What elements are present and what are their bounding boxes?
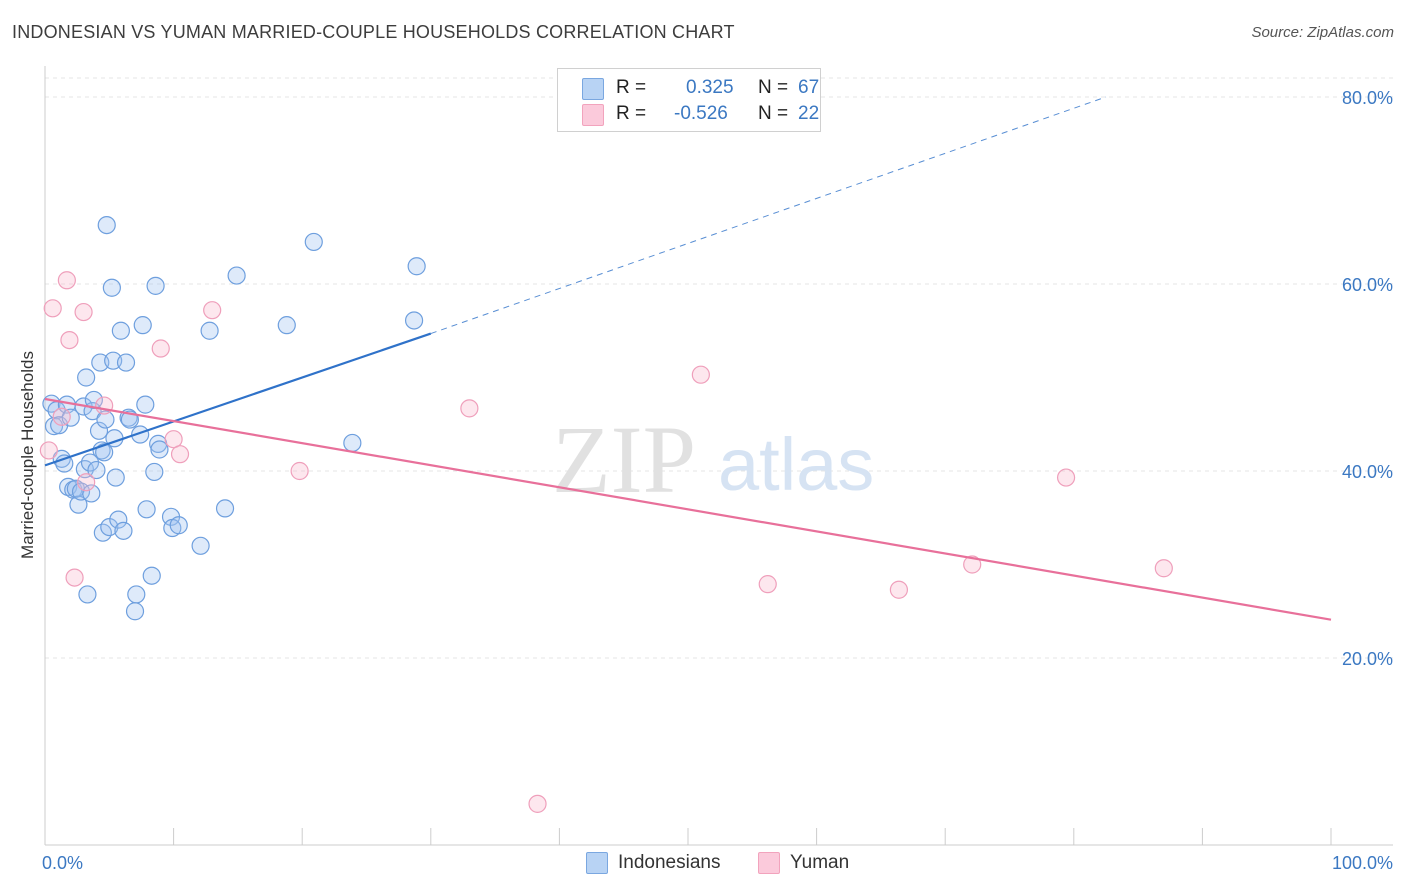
indonesians-point [80,453,100,472]
indonesians-trend-extension [430,96,1107,335]
y-tick-label: 20.0% [1342,649,1393,669]
indonesians-point [200,321,219,340]
indonesians-point [215,499,235,518]
yuman-point [164,430,183,449]
yuman-point [203,301,222,320]
indonesians-point [227,266,246,285]
yuman-point [460,399,479,418]
yuman-point [95,396,114,415]
indonesians-point [136,395,155,414]
yuman-point [691,365,710,384]
indonesians-point [44,417,64,436]
trend-lines [44,96,1332,621]
indonesians-point [97,215,116,235]
yuman-point [77,473,96,492]
y-tick-label: 40.0% [1342,462,1393,482]
indonesians-point [150,440,169,459]
yuman-point [39,441,58,460]
axes [44,66,1393,846]
x-tick-label-max: 100.0% [1332,853,1393,873]
yuman-point [889,580,909,599]
yuman-point [528,794,547,813]
legend-swatch-indonesians [582,78,604,100]
indonesians-point [343,433,362,453]
yuman-point [65,568,84,587]
indonesians-point [92,441,111,460]
indonesians-point [133,316,152,335]
legend-n-label: N = [758,103,789,124]
yuman-point [290,461,309,481]
indonesians-point [145,462,164,482]
watermark-atlas: atlas [718,423,874,506]
yuman-point [60,331,79,350]
yuman-point [52,407,71,426]
series-label-yuman: Yuman [790,852,850,873]
indonesians-point [116,353,136,372]
yuman-point [1056,468,1076,487]
yuman-point [1154,559,1173,578]
indonesians-point [109,510,128,529]
y-tick-label: 60.0% [1342,275,1393,295]
yuman-point [57,271,76,290]
yuman-point [963,555,982,574]
watermark-zip: ZIP [552,406,696,513]
indonesians-point [111,321,130,340]
indonesians-point [78,585,97,604]
indonesians-point [106,468,125,487]
yuman-point [74,302,93,322]
indonesians-point [95,443,114,462]
y-axis-label: Married-couple Households [18,351,37,559]
indonesians-point [89,421,109,440]
yuman-point [151,339,170,358]
indonesians-point [191,536,210,555]
indonesians-point [96,410,115,429]
indonesians-point [102,278,121,297]
legend-r-value-indonesians: 0.325 [686,77,734,98]
data-points [39,215,1173,813]
series-swatch-yuman [758,852,780,874]
indonesians-point [82,484,101,503]
indonesians-point [127,585,146,604]
indonesians-point [146,276,165,295]
indonesians-point [137,500,156,519]
legend-r-label: R = [616,103,647,124]
legend-swatch-yuman [582,104,604,126]
y-tick-label: 80.0% [1342,88,1393,108]
watermark: ZIP atlas [552,406,874,513]
indonesians-point [407,257,426,276]
indonesians-point [87,460,106,480]
legend-n-value-yuman: 22 [798,103,820,124]
yuman-point [758,575,777,594]
indonesians-trend-line [44,332,432,467]
indonesians-point [77,368,96,387]
chart-title: INDONESIAN VS YUMAN MARRIED-COUPLE HOUSE… [12,22,735,42]
tick-labels: 20.0% 40.0% 60.0% 80.0% 0.0% 100.0% [42,88,1393,873]
source-credit: Source: ZipAtlas.com [1251,24,1394,41]
series-swatch-indonesians [586,852,608,874]
legend-n-label: N = [758,77,789,98]
legend-r-label: R = [616,77,647,98]
yuman-point [170,445,190,464]
gridlines [45,77,1393,659]
indonesians-point [125,602,145,621]
yuman-trend-line [44,397,1332,621]
stats-legend: R = 0.325 N = 67 R = -0.526 N = 22 [557,68,821,132]
indonesians-point [142,566,161,585]
yuman-point [43,299,62,318]
series-label-indonesians: Indonesians [618,852,721,873]
legend-n-value-indonesians: 67 [798,77,820,98]
indonesians-point [404,311,424,330]
indonesians-point [169,516,188,535]
indonesians-point [114,521,133,540]
indonesians-point [277,316,296,335]
x-tick-label-min: 0.0% [42,853,83,873]
indonesians-point [304,232,323,252]
legend-r-value-yuman: -0.526 [674,103,728,124]
